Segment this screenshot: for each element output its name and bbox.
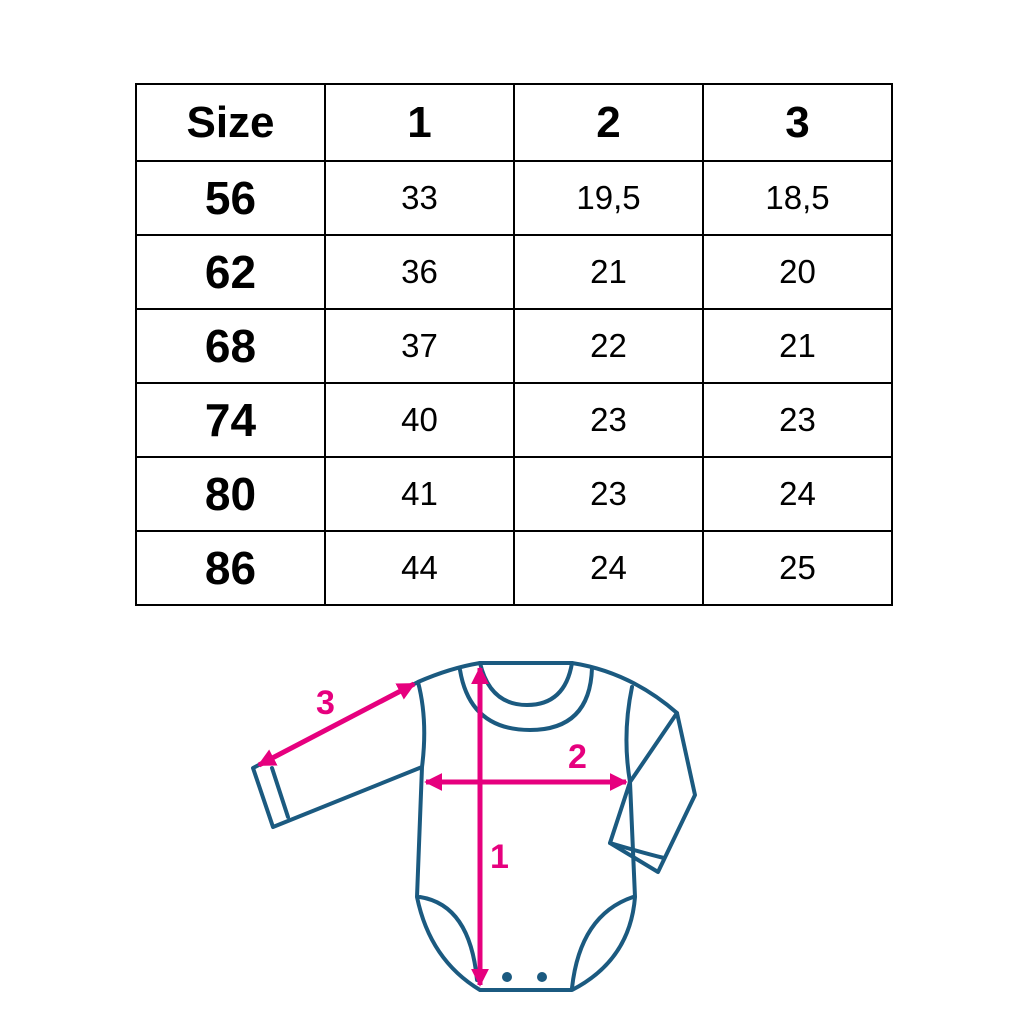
measurement-cell-2: 23 (513, 456, 704, 532)
measurement-cell-3: 21 (702, 308, 893, 384)
table-row: 68 37 22 21 (135, 308, 893, 384)
measurement-cell-2: 22 (513, 308, 704, 384)
size-cell: 62 (135, 234, 326, 310)
measurement-cell-3: 20 (702, 234, 893, 310)
measurement-cell-2: 24 (513, 530, 704, 606)
table-row: 86 44 24 25 (135, 530, 893, 606)
measurement-cell-3: 23 (702, 382, 893, 458)
size-cell: 74 (135, 382, 326, 458)
measurement-cell-2: 21 (513, 234, 704, 310)
sleeve-label: 3 (316, 684, 335, 722)
size-table: Size 1 2 3 56 33 19,5 18,5 62 36 21 20 68 37 22 21 7… (135, 83, 893, 606)
measurement-cell-1: 40 (324, 382, 515, 458)
table-row: 62 36 21 20 (135, 234, 893, 310)
measurement-cell-3: 24 (702, 456, 893, 532)
measurement-cell-2: 19,5 (513, 160, 704, 236)
table-row: 56 33 19,5 18,5 (135, 160, 893, 236)
size-cell: 56 (135, 160, 326, 236)
header-3: 3 (702, 83, 893, 162)
size-cell: 80 (135, 456, 326, 532)
header-size: Size (135, 83, 326, 162)
size-cell: 86 (135, 530, 326, 606)
measurement-cell-1: 41 (324, 456, 515, 532)
measurement-cell-1: 37 (324, 308, 515, 384)
header-1: 1 (324, 83, 515, 162)
header-2: 2 (513, 83, 704, 162)
table-header-row: Size 1 2 3 (135, 83, 893, 162)
size-cell: 68 (135, 308, 326, 384)
measurement-cell-1: 33 (324, 160, 515, 236)
snap-button-icon (537, 972, 547, 982)
table-row: 80 41 23 24 (135, 456, 893, 532)
sleeve-arrow (257, 681, 416, 768)
width-label: 2 (568, 738, 587, 776)
measurement-cell-2: 23 (513, 382, 704, 458)
length-label: 1 (490, 838, 509, 876)
snap-button-icon (502, 972, 512, 982)
measurement-cell-3: 18,5 (702, 160, 893, 236)
measurement-cell-1: 44 (324, 530, 515, 606)
measurement-arrows (257, 666, 628, 987)
measurement-cell-1: 36 (324, 234, 515, 310)
table-row: 74 40 23 23 (135, 382, 893, 458)
measurement-cell-3: 25 (702, 530, 893, 606)
